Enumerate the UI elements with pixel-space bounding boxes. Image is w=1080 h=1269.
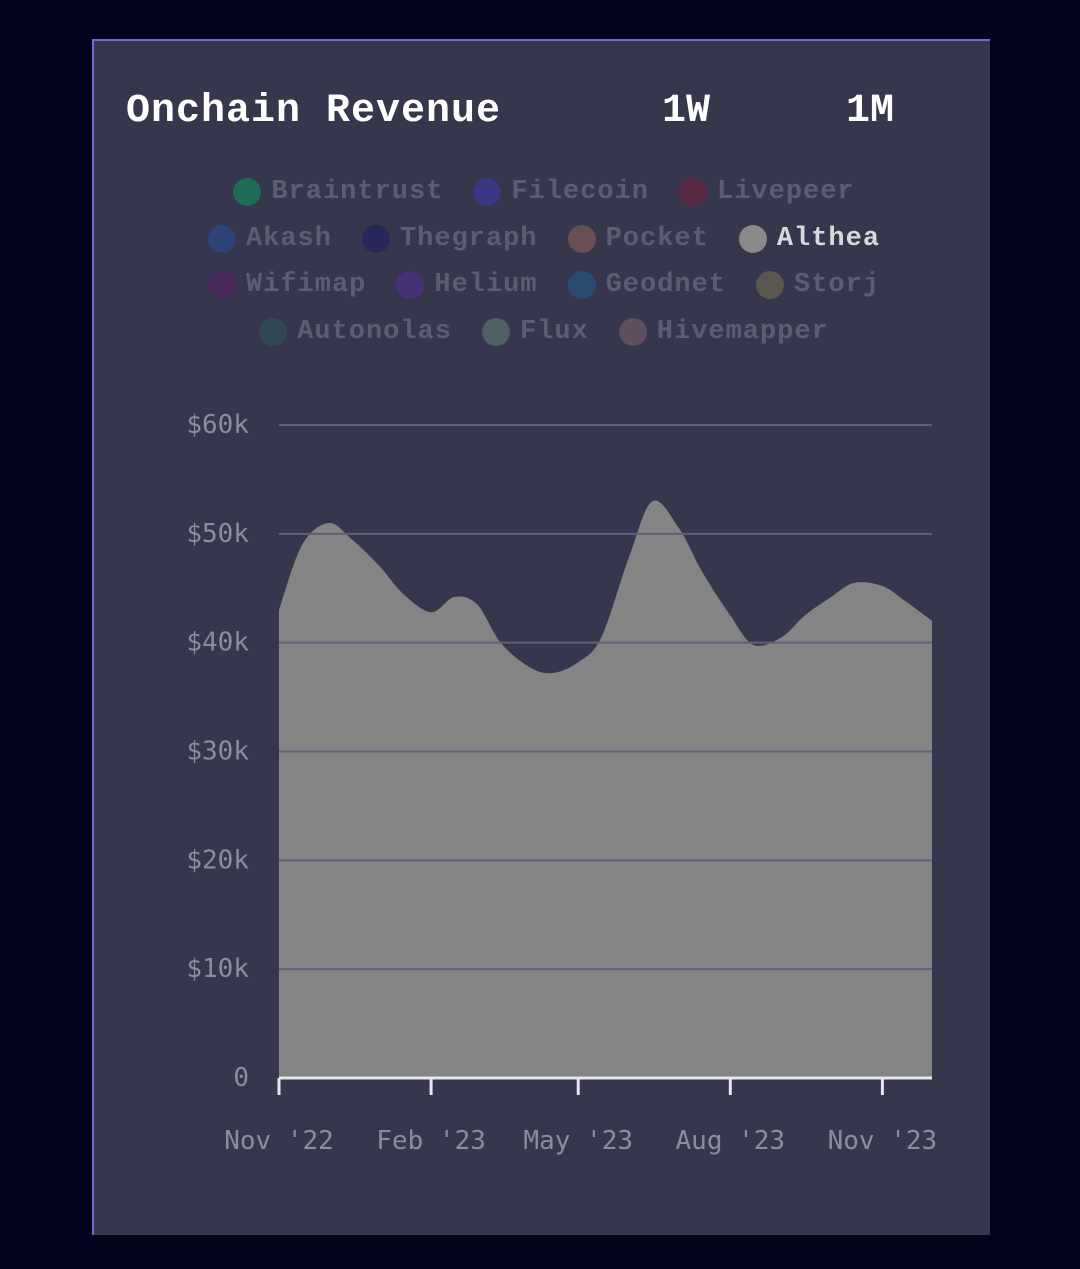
legend-dot-icon <box>396 271 425 300</box>
chart-legend: Braintrust Filecoin Livepeer Akash Thegraph P… <box>154 169 934 355</box>
y-tick-label: 0 <box>233 1063 249 1093</box>
legend-dot-icon <box>481 317 510 346</box>
y-tick-label: $10k <box>186 954 249 984</box>
legend-item-hivemapper[interactable]: Hivemapper <box>618 316 829 347</box>
range-1w-button[interactable]: 1W <box>662 89 711 134</box>
legend-dot-icon <box>207 271 236 300</box>
legend-item-autonolas[interactable]: Autonolas <box>259 317 452 347</box>
legend-item-filecoin[interactable]: Filecoin <box>473 177 649 207</box>
y-tick-label: $20k <box>186 845 249 875</box>
legend-dot-icon <box>233 178 262 207</box>
legend-dot-icon <box>473 178 502 207</box>
legend-label: Akash <box>245 223 332 254</box>
legend-item-akash[interactable]: Akash <box>207 223 332 254</box>
legend-label: Filecoin <box>511 177 650 208</box>
legend-label: Althea <box>776 223 881 254</box>
area-series-althea <box>279 500 932 1078</box>
card-header: Onchain Revenue 1W 1M <box>126 89 916 139</box>
legend-dot-icon <box>207 224 236 253</box>
y-tick-label: $30k <box>186 737 249 767</box>
area-chart: 0 $10k $20k $30k $40k $50k $60k Nov '22 Feb '23 M… <box>186 410 938 1156</box>
x-tick-label: Nov '23 <box>828 1126 938 1156</box>
legend-label: Geodnet <box>605 270 727 301</box>
y-tick-label: $60k <box>186 410 249 440</box>
legend-label: Pocket <box>605 223 709 254</box>
legend-row: Akash Thegraph Pocket Althea <box>154 216 934 263</box>
legend-item-storj[interactable]: Storj <box>756 270 880 300</box>
legend-label: Flux <box>519 316 589 347</box>
legend-dot-icon <box>738 224 767 253</box>
range-1m-button[interactable]: 1M <box>846 89 895 134</box>
x-tick-label: Nov '22 <box>224 1126 334 1156</box>
legend-dot-icon <box>567 224 596 253</box>
legend-item-thegraph[interactable]: Thegraph <box>361 223 538 254</box>
legend-row: Braintrust Filecoin Livepeer <box>154 169 934 216</box>
x-tick-label: May '23 <box>523 1126 633 1156</box>
legend-item-geodnet[interactable]: Geodnet <box>567 270 727 301</box>
legend-item-helium[interactable]: Helium <box>396 270 537 300</box>
legend-item-braintrust[interactable]: Braintrust <box>233 177 443 207</box>
legend-item-livepeer[interactable]: Livepeer <box>679 177 855 207</box>
legend-dot-icon <box>259 317 288 346</box>
revenue-card: Onchain Revenue 1W 1M Braintrust Filecoin… <box>92 39 990 1235</box>
legend-label: Hivemapper <box>656 316 829 347</box>
legend-item-althea[interactable]: Althea <box>738 223 881 254</box>
legend-dot-icon <box>567 271 596 300</box>
legend-label: Storj <box>794 270 881 301</box>
legend-label: Autonolas <box>297 316 452 347</box>
legend-label: Wifimap <box>245 270 367 301</box>
y-tick-label: $50k <box>186 519 249 549</box>
legend-label: Livepeer <box>717 177 855 208</box>
legend-dot-icon <box>618 317 647 346</box>
legend-dot-icon <box>679 178 708 207</box>
legend-row: Wifimap Helium Geodnet Storj <box>154 262 934 309</box>
legend-item-pocket[interactable]: Pocket <box>567 223 709 254</box>
legend-dot-icon <box>756 271 785 300</box>
legend-label: Thegraph <box>399 223 538 254</box>
chart-title: Onchain Revenue <box>126 89 502 134</box>
legend-row: Autonolas Flux Hivemapper <box>154 309 934 356</box>
legend-item-flux[interactable]: Flux <box>481 316 589 347</box>
legend-item-wifimap[interactable]: Wifimap <box>207 270 367 301</box>
x-tick-label: Aug '23 <box>676 1126 786 1156</box>
legend-dot-icon <box>361 224 390 253</box>
legend-label: Braintrust <box>271 177 444 208</box>
x-tick-label: Feb '23 <box>376 1126 486 1156</box>
legend-label: Helium <box>434 270 538 301</box>
y-tick-label: $40k <box>186 628 249 658</box>
